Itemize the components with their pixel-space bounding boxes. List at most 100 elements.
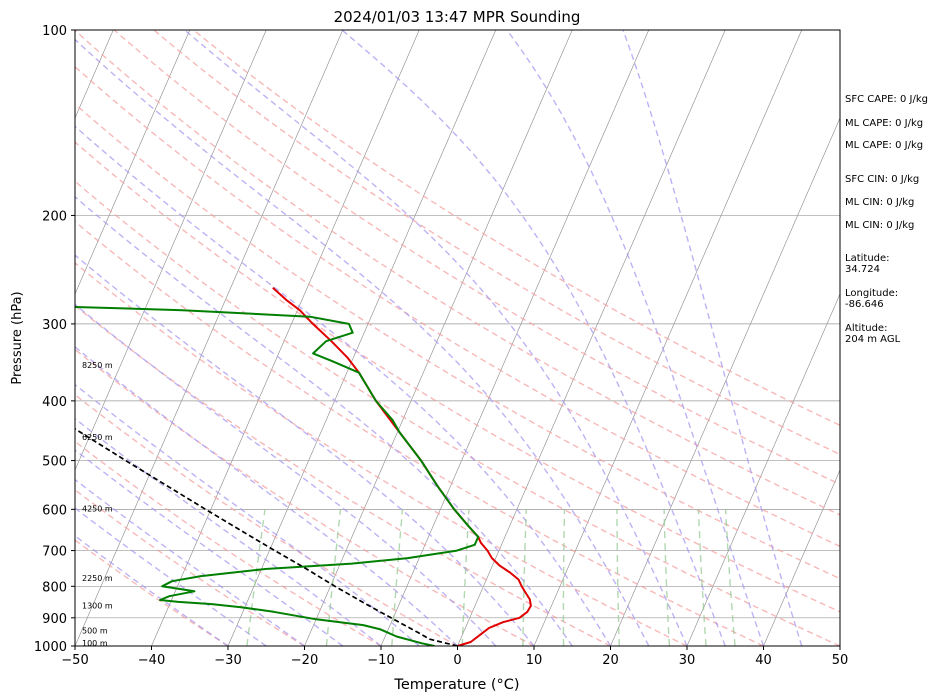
latitude-text: Latitude: 34.724 <box>845 253 890 275</box>
mixing-ratio-line <box>391 509 404 646</box>
dry-adiabat-line <box>75 103 840 580</box>
moist-adiabat-line <box>75 449 344 646</box>
height-labels: 100 m 500 m 1300 m 2250 m 4250 m 6250 m 8250 m <box>82 361 113 648</box>
y-tick-label: 100 <box>42 24 67 39</box>
dry-adiabat-line <box>75 348 535 646</box>
mixing-ratio-line <box>697 509 707 646</box>
background-lines <box>75 30 840 646</box>
dry-adiabat-line <box>75 393 458 646</box>
mixing-ratio-line <box>616 509 620 646</box>
mixing-ratio-line <box>246 509 266 646</box>
mixing-ratio-line <box>461 509 470 646</box>
y-axis-label: Pressure (hPa) <box>10 291 25 384</box>
y-tick-label: 1000 <box>34 640 67 655</box>
dry-adiabat-line <box>75 440 382 646</box>
altitude-text: Altitude: 204 m AGL <box>845 323 901 345</box>
ml-cin-text: ML CIN: 0 J/kg <box>845 197 914 208</box>
longitude-text: Longitude: -86.646 <box>845 288 898 310</box>
x-tick-label: −20 <box>291 653 318 668</box>
isotherm-line <box>457 30 726 646</box>
dry-adiabat-line <box>75 65 840 548</box>
height-label: 6250 m <box>82 433 113 442</box>
isotherm-line <box>610 117 840 646</box>
height-label: 100 m <box>82 639 108 648</box>
moist-adiabat-line <box>75 383 420 646</box>
y-tick-label: 300 <box>42 318 67 333</box>
sounding-traces <box>75 286 532 646</box>
isotherm-line <box>380 30 650 646</box>
moist-adiabat-line <box>184 30 688 646</box>
height-label: 8250 m <box>82 361 113 370</box>
moist-adiabat-line <box>75 195 573 646</box>
y-tick-label: 900 <box>42 612 67 627</box>
mixing-ratio-line <box>325 509 342 646</box>
moist-adiabat-line <box>75 478 305 646</box>
isotherm-line <box>75 30 344 646</box>
y-tick-label: 600 <box>42 503 67 518</box>
y-tick-label: 500 <box>42 455 67 470</box>
moist-adiabat-line <box>622 30 803 646</box>
dry-adiabat-line <box>75 304 611 646</box>
x-tick-label: 40 <box>755 653 772 668</box>
isotherm-line <box>227 30 497 646</box>
x-tick-label: 30 <box>679 653 696 668</box>
chart-title: 2024/01/03 13:47 MPR Sounding <box>334 8 581 26</box>
isotherm-line <box>686 293 840 646</box>
moist-adiabat-line <box>75 534 229 646</box>
x-tick-label: 20 <box>602 653 619 668</box>
x-tick-label: −50 <box>61 653 88 668</box>
dewpoint-trace <box>75 305 480 646</box>
moist-adiabat-line <box>75 254 535 646</box>
mixing-ratio-line <box>663 509 671 646</box>
height-label: 1300 m <box>82 602 113 611</box>
sfc-cape-text: SFC CAPE: 0 J/kg <box>845 94 928 105</box>
sfc-cin-text: SFC CIN: 0 J/kg <box>845 174 919 185</box>
isotherm-line <box>151 30 420 646</box>
y-tick-label: 400 <box>42 395 67 410</box>
isotherm-line <box>304 30 573 646</box>
y-axis-ticks: 100 200 300 400 500 600 700 800 900 1000 <box>34 24 75 655</box>
moist-adiabat-line <box>75 346 458 646</box>
mixing-ratio-line <box>724 509 736 646</box>
isotherm-line <box>533 30 803 646</box>
moist-adiabat-line <box>506 30 765 646</box>
moist-adiabat-line <box>75 303 497 646</box>
dry-adiabat-line <box>193 30 840 427</box>
y-tick-label: 700 <box>42 545 67 560</box>
height-label: 2250 m <box>82 574 113 583</box>
moist-adiabat-line <box>75 417 382 646</box>
parcel-trace <box>75 427 458 646</box>
y-tick-label: 800 <box>42 580 67 595</box>
dry-adiabat-line <box>75 180 840 646</box>
moist-adiabat-line <box>75 125 612 646</box>
dry-adiabat-line <box>75 489 305 646</box>
ml-cin-text-2: ML CIN: 0 J/kg <box>845 220 914 231</box>
x-tick-label: −10 <box>367 653 394 668</box>
moist-adiabat-line <box>75 38 650 646</box>
x-tick-label: 50 <box>832 653 849 668</box>
dry-adiabat-line <box>75 262 688 646</box>
stats-panel: SFC CAPE: 0 J/kg ML CAPE: 0 J/kg ML CAPE… <box>845 94 928 345</box>
isotherm-line <box>75 30 267 471</box>
moist-adiabat-line <box>75 507 267 646</box>
mixing-ratio-line <box>562 509 566 646</box>
temperature-trace <box>272 286 532 646</box>
x-tick-label: 10 <box>526 653 543 668</box>
height-label: 4250 m <box>82 504 113 513</box>
dry-adiabat-line <box>153 30 840 456</box>
x-tick-label: −30 <box>214 653 241 668</box>
dry-adiabat-line <box>75 30 840 516</box>
moist-adiabat-line <box>341 30 726 646</box>
x-tick-label: 0 <box>453 653 461 668</box>
isotherm-line <box>763 469 840 646</box>
x-tick-label: −40 <box>138 653 165 668</box>
x-axis-ticks: −50 −40 −30 −20 −10 0 10 20 30 40 50 <box>61 646 848 668</box>
y-tick-label: 200 <box>42 209 67 224</box>
x-axis-label: Temperature (°C) <box>393 677 519 693</box>
isotherm-line <box>75 30 191 295</box>
height-label: 500 m <box>82 626 108 635</box>
dry-adiabat-line <box>75 220 764 646</box>
ml-cape-text: ML CAPE: 0 J/kg <box>845 118 923 129</box>
